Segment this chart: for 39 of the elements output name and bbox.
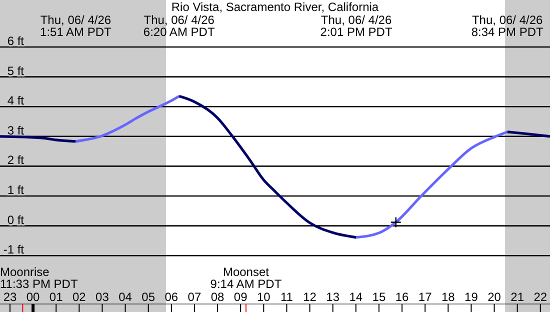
text: Thu, 06/ 4/26 6:20 AM PDT bbox=[143, 13, 216, 39]
x-tick-label: 09 bbox=[234, 290, 248, 304]
x-tick-label: 19 bbox=[464, 290, 478, 304]
x-tick-label: 23 bbox=[3, 290, 17, 304]
x-tick-label: 02 bbox=[72, 290, 86, 304]
x-tick-label: 06 bbox=[164, 290, 178, 304]
x-tick-label: 20 bbox=[488, 290, 502, 304]
chart-title: Rio Vista, Sacramento River, California bbox=[171, 0, 379, 14]
x-tick-label: 21 bbox=[510, 290, 524, 304]
text: Thu, 06/ 4/26 1:51 AM PDT bbox=[40, 13, 112, 39]
y-tick-label: -1 ft bbox=[3, 242, 25, 257]
x-tick-label: 15 bbox=[372, 290, 386, 304]
x-tick-label: 14 bbox=[349, 290, 363, 304]
x-tick-label: 10 bbox=[256, 290, 271, 304]
x-tick-label: 01 bbox=[49, 290, 64, 304]
ref-line-label: Moonset 9:14 AM PDT bbox=[210, 265, 282, 291]
y-tick-label: 3 ft bbox=[7, 123, 25, 138]
text: Thu, 06/ 4/26 2:01 PM PDT bbox=[320, 13, 393, 39]
x-tick-label: 05 bbox=[142, 290, 156, 304]
x-tick-label: 07 bbox=[188, 290, 202, 304]
x-tick-label: 13 bbox=[326, 290, 340, 304]
x-tick-label: 16 bbox=[395, 290, 410, 304]
y-tick-label: 5 ft bbox=[7, 64, 25, 78]
ref-line-label: Moonrise 11:33 PM PDT bbox=[0, 265, 78, 291]
x-tick-label: 12 bbox=[303, 290, 317, 304]
y-tick-label: 6 ft bbox=[7, 34, 25, 48]
text: Thu, 06/ 4/26 8:34 PM PDT bbox=[471, 13, 544, 39]
x-tick-label: 17 bbox=[418, 290, 432, 304]
x-tick-label: 22 bbox=[534, 290, 548, 304]
x-tick-label: 04 bbox=[118, 290, 132, 304]
x-tick-label: 11 bbox=[280, 290, 294, 304]
y-tick-label: 4 ft bbox=[7, 94, 25, 108]
x-tick-label: 00 bbox=[26, 290, 40, 304]
y-tick-label: 0 ft bbox=[7, 212, 25, 227]
y-tick-label: 2 ft bbox=[7, 153, 25, 168]
x-tick-label: 18 bbox=[441, 290, 456, 304]
y-tick-label: 1 ft bbox=[7, 183, 25, 197]
x-tick-label: 08 bbox=[210, 290, 225, 304]
x-tick-label: 03 bbox=[96, 290, 110, 304]
